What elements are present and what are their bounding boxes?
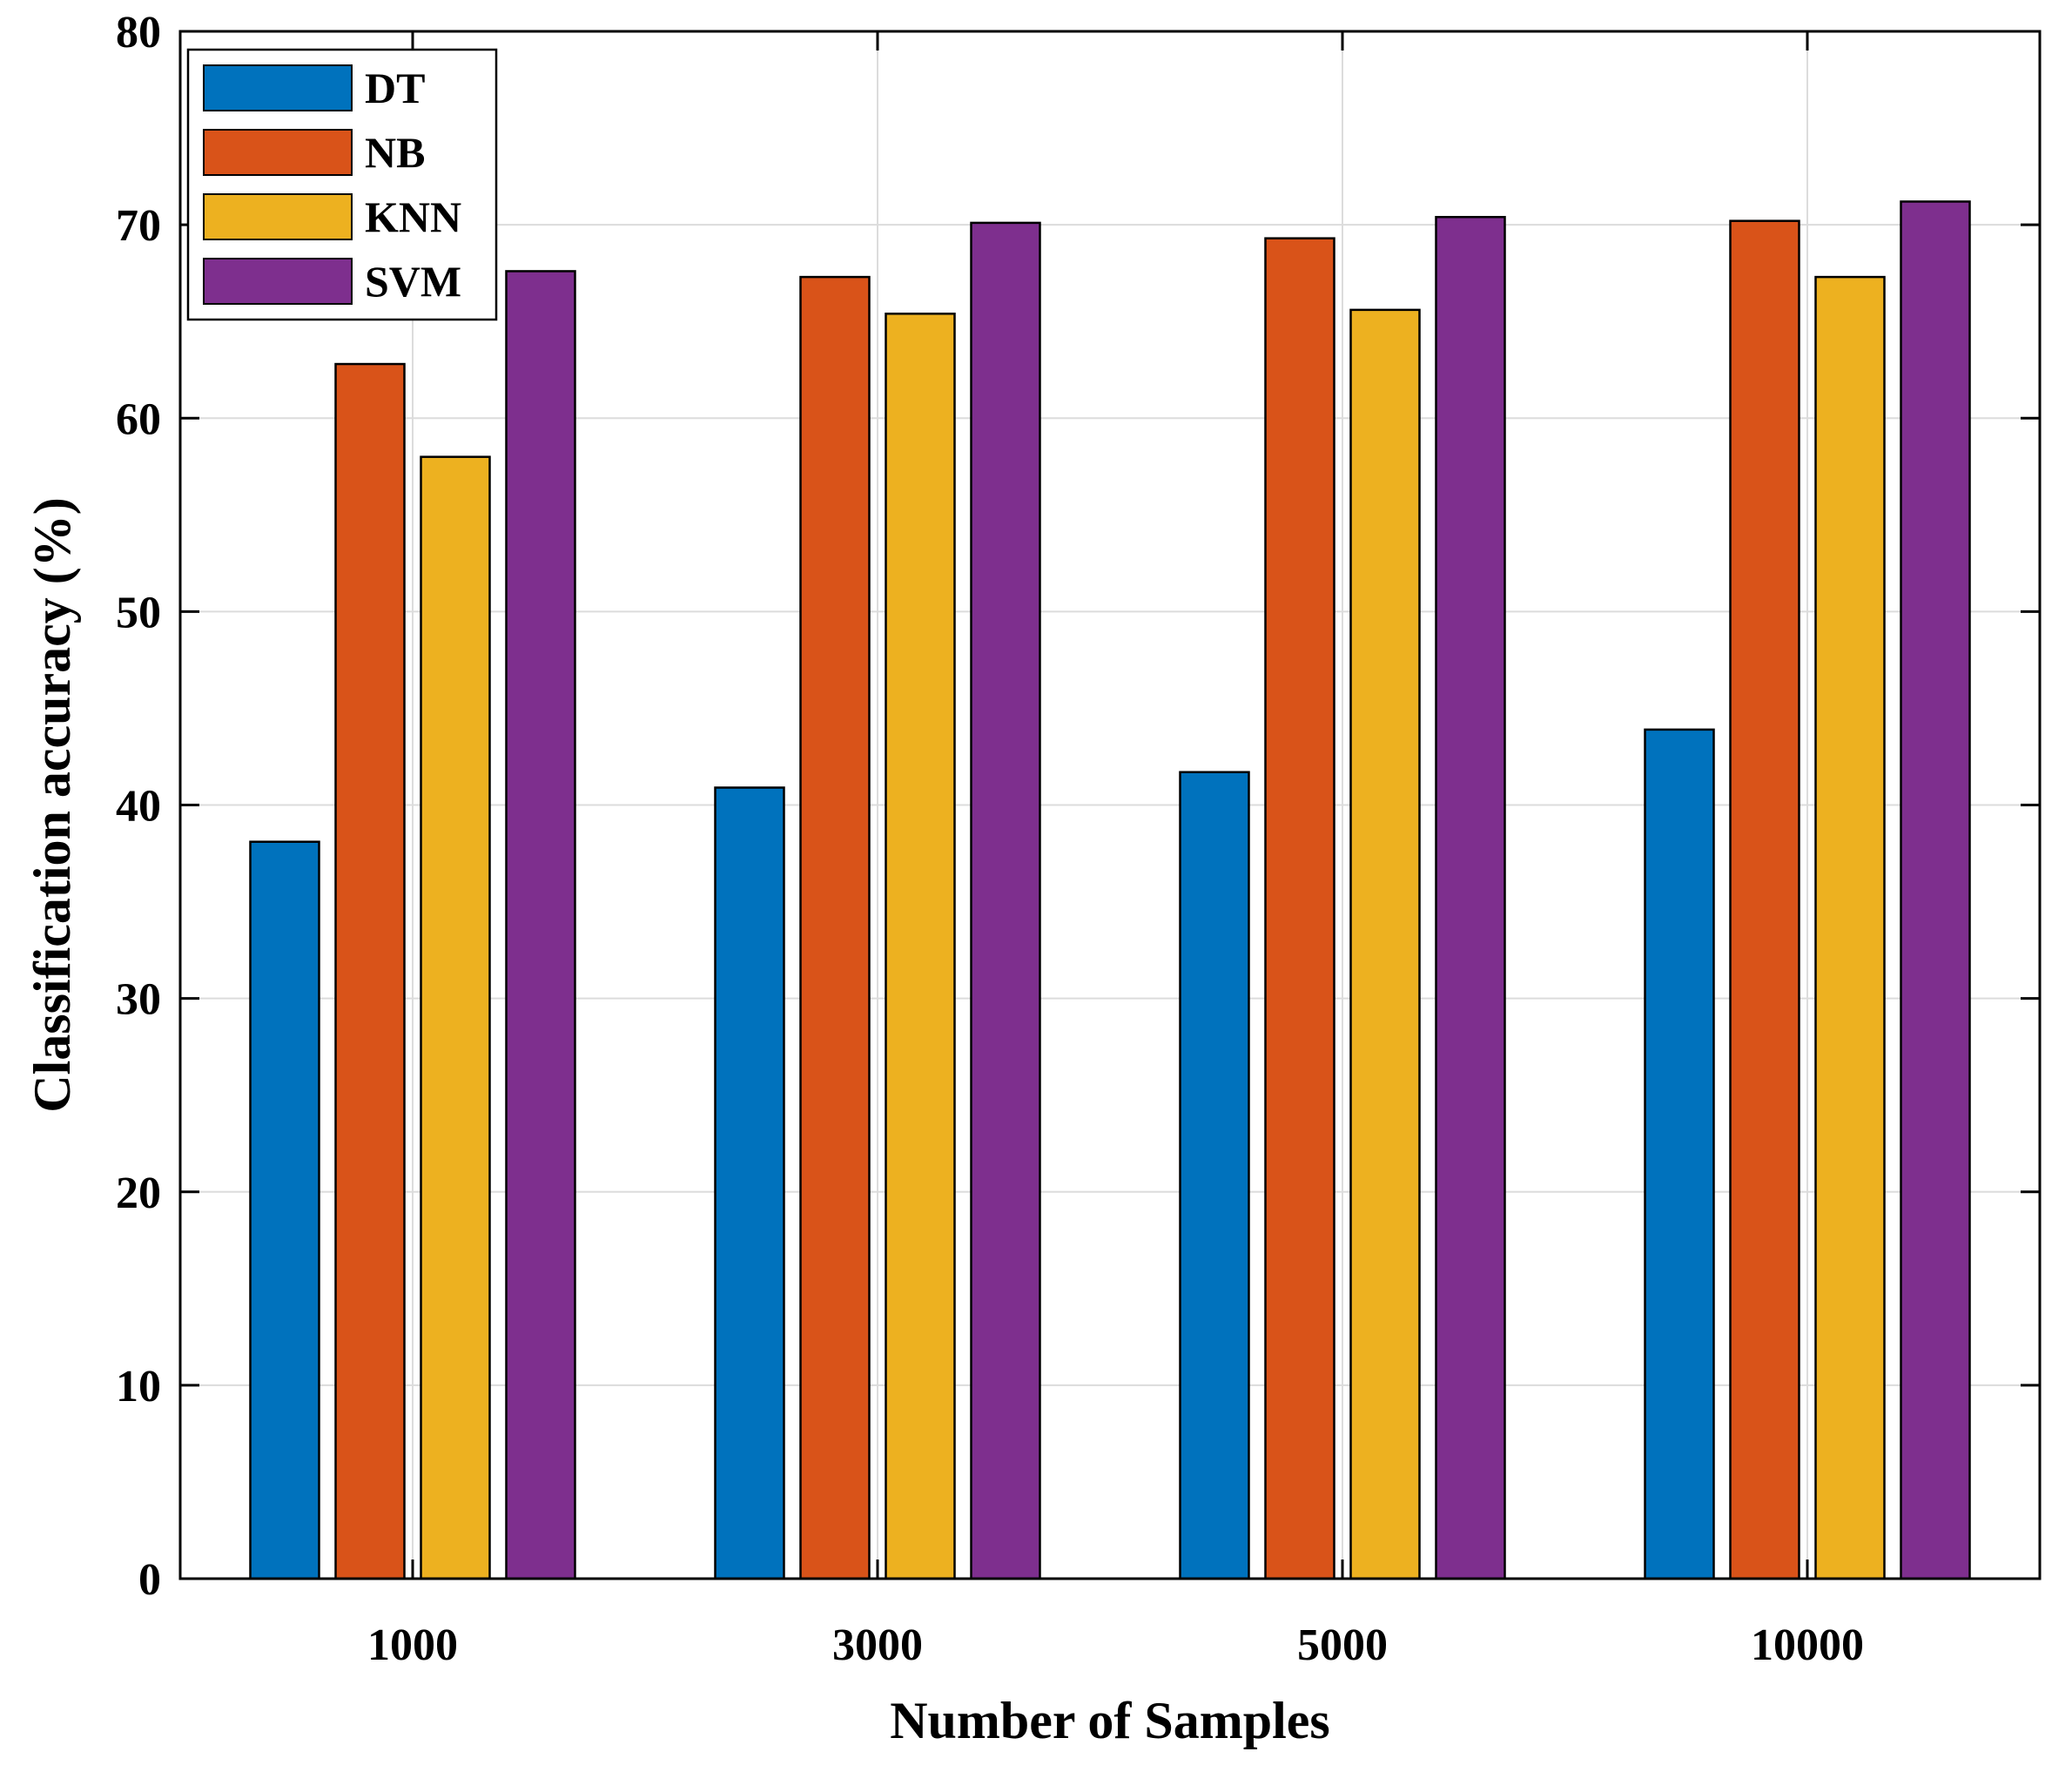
bar-dt-10000 [1644,728,1715,1580]
legend: DT NB KNN SVM [186,48,498,321]
y-axis-title: Classification accuracy (%) [24,497,81,1113]
legend-label-knn: KNN [365,192,461,241]
y-tick-label: 70 [116,201,161,251]
legend-label-dt: DT [365,64,425,112]
bar-nb-10000 [1729,219,1800,1580]
legend-label-nb: NB [365,128,425,177]
x-tick-label: 10000 [1751,1620,1864,1670]
x-axis-title: Number of Samples [890,1692,1330,1749]
bar-nb-5000 [1264,237,1335,1580]
y-tick-label: 80 [116,8,161,57]
bar-dt-5000 [1179,771,1250,1580]
y-tick-label: 50 [116,588,161,637]
y-tick-label: 30 [116,975,161,1025]
bar-svm-3000 [970,221,1041,1580]
legend-swatch-knn [203,193,353,240]
y-tick-label: 0 [138,1555,161,1605]
y-tick-label: 60 [116,394,161,444]
bar-knn-3000 [885,313,956,1580]
x-tick-label: 5000 [1297,1620,1388,1670]
legend-swatch-svm [203,258,353,305]
bars [249,200,1971,1580]
bar-nb-3000 [799,275,871,1580]
bar-svm-1000 [505,270,576,1580]
legend-label-svm: SVM [365,257,461,306]
legend-swatch-nb [203,129,353,176]
bar-dt-3000 [714,786,785,1580]
bar-svm-10000 [1900,200,1971,1580]
bar-svm-5000 [1435,215,1506,1580]
bar-knn-10000 [1814,275,1886,1580]
y-tick-label: 20 [116,1169,161,1218]
ticks: 0 10 20 30 40 50 60 70 80 1000 3000 5000 10000 [116,8,2040,1670]
legend-swatch-dt [203,64,353,111]
bar-nb-1000 [334,362,406,1580]
bar-knn-1000 [420,455,491,1580]
x-tick-label: 3000 [832,1620,923,1670]
bar-dt-1000 [249,840,320,1580]
x-tick-label: 1000 [367,1620,458,1670]
y-tick-label: 10 [116,1362,161,1411]
y-tick-label: 40 [116,782,161,832]
bar-knn-5000 [1349,308,1421,1580]
